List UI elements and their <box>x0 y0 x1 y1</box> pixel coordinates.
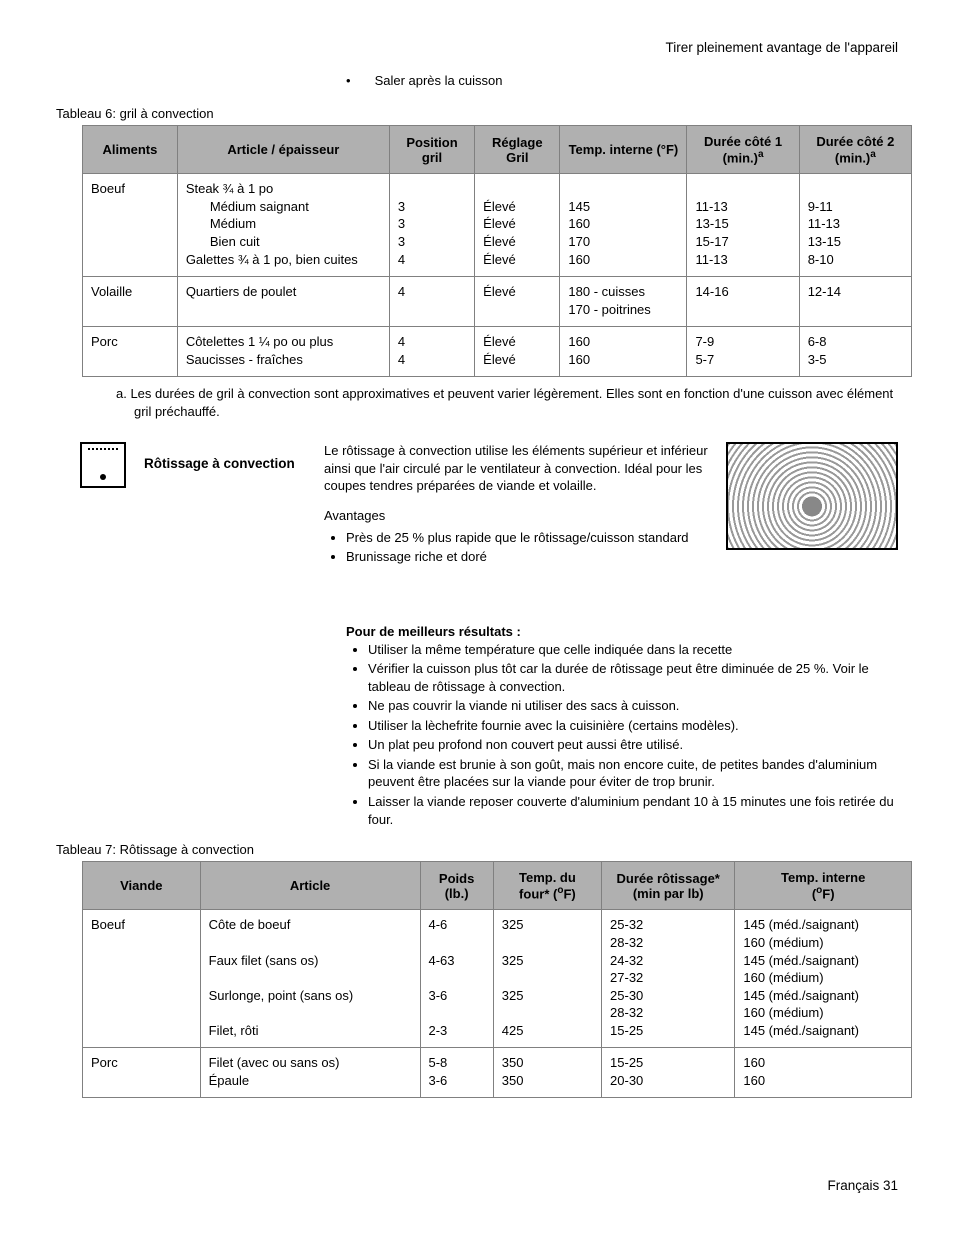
table6-caption: Tableau 6: gril à convection <box>56 106 898 121</box>
t7-article: Filet (avec ou sans os)Épaule <box>200 1048 420 1098</box>
results-item: Laisser la viande reposer couverte d'alu… <box>368 793 898 828</box>
best-results: Pour de meilleurs résultats : Utiliser l… <box>346 624 898 828</box>
t6-col-6: Durée côté 2(min.)a <box>799 126 911 174</box>
t6-pos: 44 <box>389 327 474 377</box>
t6-aliment: Boeuf <box>83 174 178 277</box>
t6-d1: 14-16 <box>687 277 799 327</box>
t7-four: 350350 <box>493 1048 601 1098</box>
t6-d2: 9-1111-1313-158-10 <box>799 174 911 277</box>
t6-reglage: ÉlevéÉlevéÉlevéÉlevé <box>475 174 560 277</box>
t7-four: 325325325425 <box>493 910 601 1048</box>
t6-article: Côtelettes 1 ¼ po ou plusSaucisses - fra… <box>177 327 389 377</box>
t7-interne: 160160 <box>735 1048 912 1098</box>
t6-temp: 160160 <box>560 327 687 377</box>
t7-col-3: Temp. dufour* (oF) <box>493 862 601 910</box>
results-item: Un plat peu profond non couvert peut aus… <box>368 736 898 754</box>
t6-d2: 6-83-5 <box>799 327 911 377</box>
t6-col-2: Position gril <box>389 126 474 174</box>
results-item: Ne pas couvrir la viande ni utiliser des… <box>368 697 898 715</box>
t7-viande: Porc <box>83 1048 201 1098</box>
convection-roast-section: Rôtissage à convection Le rôtissage à co… <box>56 442 898 575</box>
t6-reglage: Élevé <box>475 277 560 327</box>
t6-col-1: Article / épaisseur <box>177 126 389 174</box>
t6-temp: 180 - cuisses170 - poitrines <box>560 277 687 327</box>
section-title: Rôtissage à convection <box>144 442 324 471</box>
top-bullet: Saler après la cuisson <box>346 73 898 88</box>
t6-col-3: Réglage Gril <box>475 126 560 174</box>
results-item: Si la viande est brunie à son goût, mais… <box>368 756 898 791</box>
t7-poids: 4-64-633-62-3 <box>420 910 493 1048</box>
t7-duree: 15-2520-30 <box>602 1048 735 1098</box>
t6-reglage: ÉlevéÉlevé <box>475 327 560 377</box>
t7-col-5: Temp. interne(oF) <box>735 862 912 910</box>
convection-roast-icon <box>80 442 126 488</box>
results-list: Utiliser la même température que celle i… <box>346 641 898 828</box>
t6-article: Steak ¾ à 1 poMédium saignantMédiumBien … <box>177 174 389 277</box>
table7: Viande Article Poids (lb.) Temp. dufour*… <box>82 861 912 1098</box>
table7-caption: Tableau 7: Rôtissage à convection <box>56 842 898 857</box>
results-item: Utiliser la même température que celle i… <box>368 641 898 659</box>
t7-col-0: Viande <box>83 862 201 910</box>
t6-pos: 3334 <box>389 174 474 277</box>
table6-footnote: a. Les durées de gril à convection sont … <box>116 385 898 420</box>
t6-aliment: Porc <box>83 327 178 377</box>
t6-pos: 4 <box>389 277 474 327</box>
t7-poids: 5-83-6 <box>420 1048 493 1098</box>
t7-col-4: Durée rôtissage* (min par lb) <box>602 862 735 910</box>
t7-interne: 145 (méd./saignant)160 (médium)145 (méd.… <box>735 910 912 1048</box>
t6-col-5: Durée côté 1(min.)a <box>687 126 799 174</box>
t7-duree: 25-3228-3224-3227-3225-3028-3215-25 <box>602 910 735 1048</box>
advantage-item: Brunissage riche et doré <box>346 548 898 566</box>
t7-article: Côte de boeufFaux filet (sans os)Surlong… <box>200 910 420 1048</box>
t6-aliment: Volaille <box>83 277 178 327</box>
t7-viande: Boeuf <box>83 910 201 1048</box>
t6-d1: 7-95-7 <box>687 327 799 377</box>
t7-col-1: Article <box>200 862 420 910</box>
convection-illustration <box>726 442 898 550</box>
table6: Aliments Article / épaisseur Position gr… <box>82 125 912 377</box>
t6-col-0: Aliments <box>83 126 178 174</box>
results-title: Pour de meilleurs résultats : <box>346 624 898 639</box>
results-item: Utiliser la lèchefrite fournie avec la c… <box>368 717 898 735</box>
results-item: Vérifier la cuisson plus tôt car la duré… <box>368 660 898 695</box>
page-header: Tirer pleinement avantage de l'appareil <box>56 40 898 55</box>
page-footer: Français 31 <box>56 1178 898 1193</box>
t7-col-2: Poids (lb.) <box>420 862 493 910</box>
t6-d1: 11-1313-1515-1711-13 <box>687 174 799 277</box>
t6-d2: 12-14 <box>799 277 911 327</box>
t6-temp: 145160170160 <box>560 174 687 277</box>
t6-col-4: Temp. interne (°F) <box>560 126 687 174</box>
t6-article: Quartiers de poulet <box>177 277 389 327</box>
